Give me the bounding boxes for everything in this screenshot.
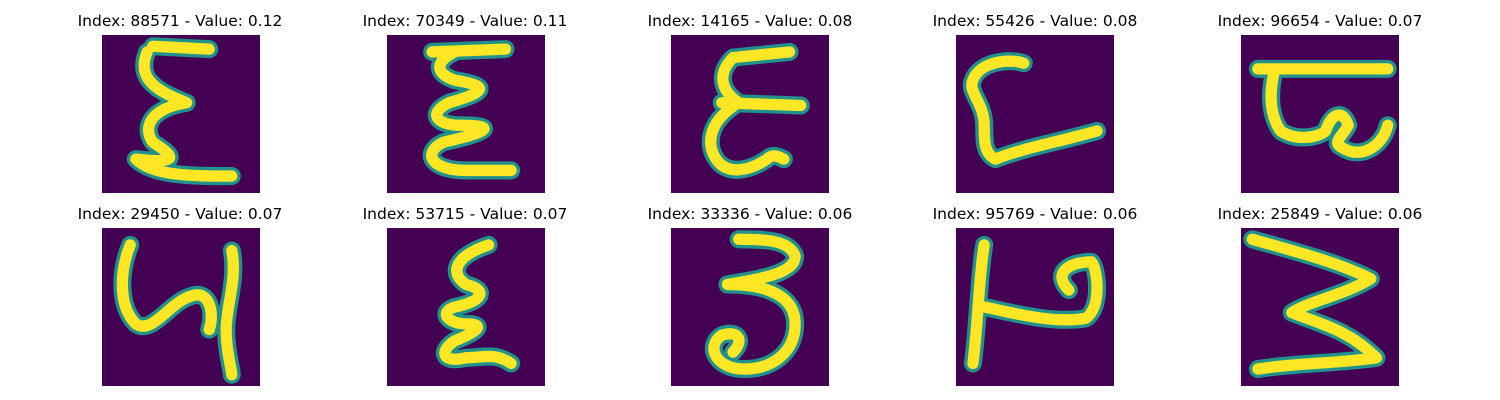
- image-panel: [671, 228, 829, 386]
- image-panel: [956, 228, 1114, 386]
- image-title: Index: 96654 - Value: 0.07: [1217, 12, 1423, 30]
- image-panel: [1241, 35, 1399, 193]
- image-panel: [387, 35, 545, 193]
- image-panel: [1241, 228, 1399, 386]
- glyph-image: [671, 35, 829, 193]
- glyph-image: [387, 228, 545, 386]
- image-title: Index: 95769 - Value: 0.06: [932, 205, 1138, 223]
- glyph-image: [1241, 35, 1399, 193]
- glyph-image: [956, 228, 1114, 386]
- glyph-image: [102, 35, 260, 193]
- image-title: Index: 53715 - Value: 0.07: [362, 205, 568, 223]
- image-title: Index: 55426 - Value: 0.08: [932, 12, 1138, 30]
- glyph-image: [387, 35, 545, 193]
- glyph-image: [671, 228, 829, 386]
- image-panel: [102, 228, 260, 386]
- glyph-image: [956, 35, 1114, 193]
- image-title: Index: 29450 - Value: 0.07: [77, 205, 283, 223]
- image-panel: [102, 35, 260, 193]
- image-title: Index: 33336 - Value: 0.06: [647, 205, 853, 223]
- image-title: Index: 70349 - Value: 0.11: [362, 12, 568, 30]
- image-panel: [956, 35, 1114, 193]
- image-panel: [387, 228, 545, 386]
- image-title: Index: 88571 - Value: 0.12: [77, 12, 283, 30]
- glyph-image: [1241, 228, 1399, 386]
- glyph-image: [102, 228, 260, 386]
- image-title: Index: 25849 - Value: 0.06: [1217, 205, 1423, 223]
- image-title: Index: 14165 - Value: 0.08: [647, 12, 853, 30]
- image-panel: [671, 35, 829, 193]
